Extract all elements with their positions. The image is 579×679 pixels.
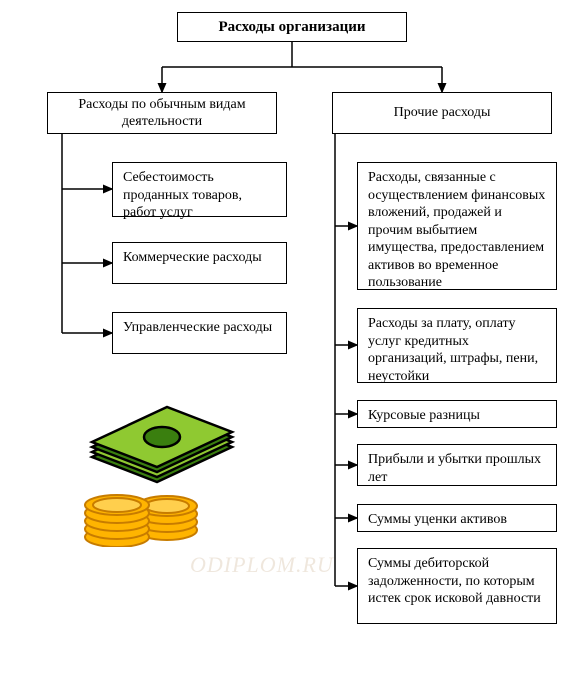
item-box: Расходы за плату, оплату услуг кредитных… bbox=[357, 308, 557, 383]
watermark-text: ODIPLOM.RU bbox=[190, 552, 334, 577]
item-label: Расходы за плату, оплату услуг кредитных… bbox=[368, 316, 538, 384]
watermark: ODIPLOM.RU bbox=[190, 552, 334, 578]
item-label: Суммы дебиторской задолженности, по кото… bbox=[368, 556, 541, 606]
category-label: Расходы по обычным видам деятельности bbox=[56, 96, 268, 131]
item-label: Себестоимость проданных товаров, работ у… bbox=[123, 170, 242, 220]
item-box: Прибыли и убытки прошлых лет bbox=[357, 444, 557, 486]
root-label: Расходы организации bbox=[218, 18, 365, 37]
item-label: Коммерческие расходы bbox=[123, 250, 262, 265]
root-box: Расходы организации bbox=[177, 12, 407, 42]
item-label: Управленческие расходы bbox=[123, 320, 272, 335]
item-box: Курсовые разницы bbox=[357, 400, 557, 428]
item-label: Расходы, связанные с осуществлением фина… bbox=[368, 170, 545, 290]
category-box-other: Прочие расходы bbox=[332, 92, 552, 134]
item-box: Себестоимость проданных товаров, работ у… bbox=[112, 162, 287, 217]
item-box: Суммы дебиторской задолженности, по кото… bbox=[357, 548, 557, 624]
item-box: Коммерческие расходы bbox=[112, 242, 287, 284]
item-box: Суммы уценки активов bbox=[357, 504, 557, 532]
item-label: Курсовые разницы bbox=[368, 408, 480, 423]
item-label: Суммы уценки активов bbox=[368, 512, 507, 527]
money-icon bbox=[72, 402, 247, 547]
item-box: Расходы, связанные с осуществлением фина… bbox=[357, 162, 557, 290]
category-box-ordinary: Расходы по обычным видам деятельности bbox=[47, 92, 277, 134]
expenses-diagram: Расходы организации Расходы по обычным в… bbox=[12, 12, 567, 667]
category-label: Прочие расходы bbox=[394, 104, 491, 122]
item-label: Прибыли и убытки прошлых лет bbox=[368, 452, 541, 485]
item-box: Управленческие расходы bbox=[112, 312, 287, 354]
